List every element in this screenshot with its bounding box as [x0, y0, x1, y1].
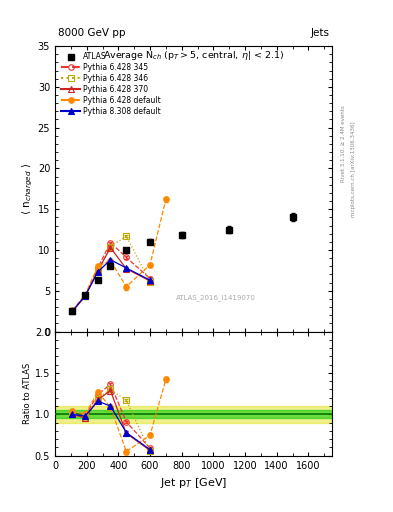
Text: 8000 GeV pp: 8000 GeV pp [58, 28, 125, 37]
Text: ATLAS_2016_I1419070: ATLAS_2016_I1419070 [176, 294, 256, 301]
Text: Jets: Jets [310, 28, 329, 37]
Y-axis label: Ratio to ATLAS: Ratio to ATLAS [23, 363, 32, 424]
Y-axis label: $\langle$ n$_{charged}$ $\rangle$: $\langle$ n$_{charged}$ $\rangle$ [20, 163, 35, 215]
Legend: ATLAS, Pythia 6.428 345, Pythia 6.428 346, Pythia 6.428 370, Pythia 6.428 defaul: ATLAS, Pythia 6.428 345, Pythia 6.428 34… [59, 50, 163, 118]
Bar [55, 406, 332, 422]
Text: mcplots.cern.ch [arXiv:1306.3436]: mcplots.cern.ch [arXiv:1306.3436] [351, 121, 356, 217]
Text: Rivet 3.1.10, ≥ 2.4M events: Rivet 3.1.10, ≥ 2.4M events [341, 105, 346, 182]
Bar [55, 410, 332, 418]
X-axis label: Jet p$_T$ [GeV]: Jet p$_T$ [GeV] [160, 476, 227, 490]
Text: Average N$_{ch}$ (p$_T$$>$5, central, $\eta$| < 2.1): Average N$_{ch}$ (p$_T$$>$5, central, $\… [103, 49, 284, 62]
